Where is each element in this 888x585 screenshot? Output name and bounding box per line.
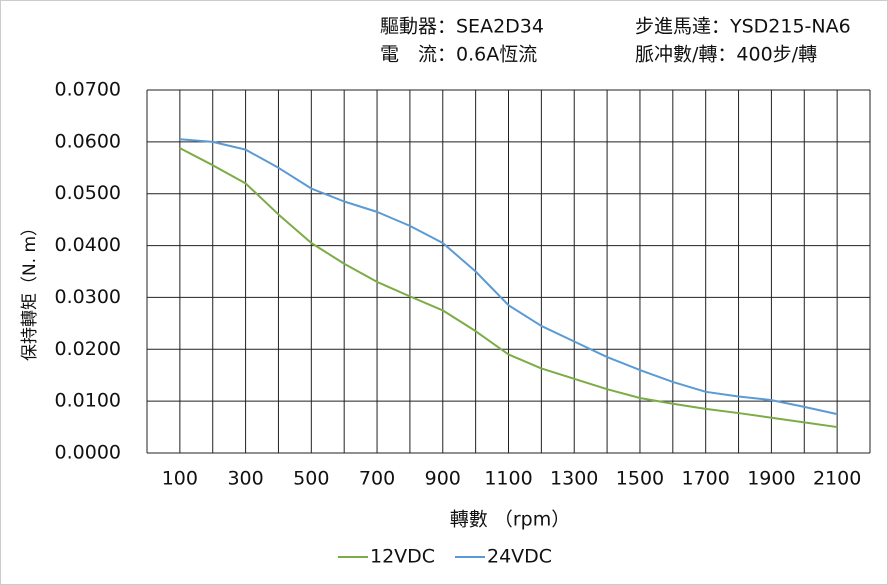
x-tick-label: 1500 bbox=[616, 468, 664, 490]
y-tick-label: 0.0300 bbox=[55, 286, 121, 308]
legend-label: 12VDC bbox=[370, 546, 435, 568]
data-line bbox=[179, 147, 838, 429]
x-tick-label: 300 bbox=[227, 468, 263, 490]
legend-label: 24VDC bbox=[487, 546, 552, 568]
annotation: 脈冲數/轉：400步/轉 bbox=[635, 44, 817, 66]
y-tick-label: 0.0000 bbox=[55, 442, 121, 464]
x-tick-label: 2100 bbox=[813, 468, 861, 490]
y-axis-label: 保持轉矩（N. m） bbox=[20, 219, 40, 361]
y-tick-label: 0.0500 bbox=[55, 182, 121, 204]
x-tick-label: 1900 bbox=[747, 468, 795, 490]
y-tick-label: 0.0100 bbox=[55, 390, 121, 412]
x-tick-label: 500 bbox=[293, 468, 329, 490]
annotation: 電 流：0.6A恆流 bbox=[380, 44, 537, 66]
y-tick-label: 0.0600 bbox=[55, 130, 121, 152]
x-axis-label: 轉數 （rpm） bbox=[450, 509, 570, 531]
annotation: 驅動器：SEA2D34 bbox=[380, 16, 544, 38]
data-line bbox=[179, 138, 838, 416]
x-tick-label: 100 bbox=[162, 468, 198, 490]
y-tick-label: 0.0400 bbox=[55, 234, 121, 256]
annotation: 步進馬達：YSD215-NA6 bbox=[635, 16, 851, 38]
y-tick-label: 0.0700 bbox=[55, 79, 121, 101]
x-tick-label: 1700 bbox=[682, 468, 730, 490]
y-tick-label: 0.0200 bbox=[55, 338, 121, 360]
x-tick-label: 900 bbox=[425, 468, 461, 490]
x-tick-label: 700 bbox=[359, 468, 395, 490]
x-tick-label: 1100 bbox=[484, 468, 532, 490]
x-tick-label: 1300 bbox=[550, 468, 598, 490]
